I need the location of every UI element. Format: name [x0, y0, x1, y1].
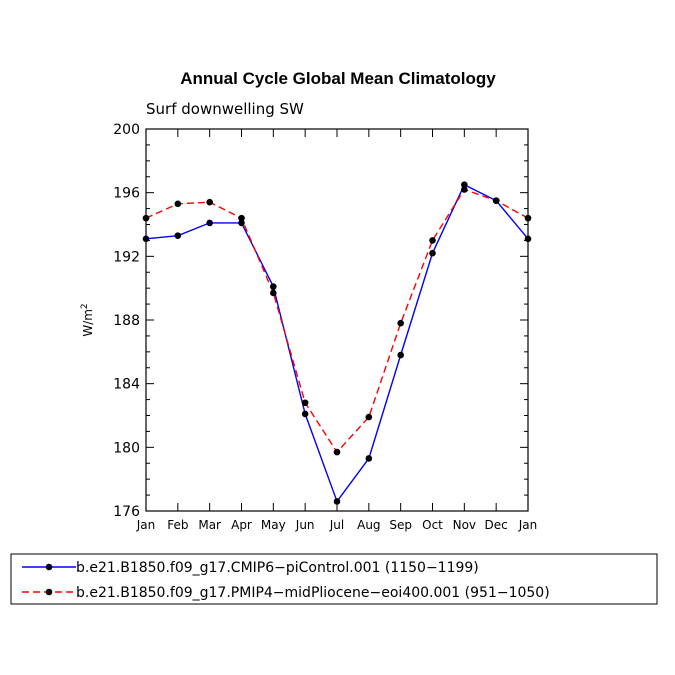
series-2-point [429, 237, 436, 244]
x-tick-label: Apr [231, 518, 252, 532]
chart-subtitle: Surf downwelling SW [146, 100, 304, 118]
x-tick-labels: Jan Feb Mar Apr May Jun Jul Aug Sep Oct Nov Dec Jan [136, 518, 538, 532]
y-axis-label-superscript: 2 [80, 303, 90, 309]
plot-frame [145, 128, 529, 512]
series-line-2 [145, 188, 529, 454]
series-2-point [270, 289, 277, 297]
series-1-point [365, 455, 373, 462]
y-axis-label-base: W/m [81, 309, 95, 337]
series-1-point [429, 249, 436, 257]
y-tick-label: 184 [113, 377, 140, 393]
x-tick-label: Jul [329, 518, 344, 532]
series-2-point [206, 198, 213, 206]
x-tick-label: Oct [422, 518, 443, 532]
series-1-point [270, 283, 277, 290]
y-tick-label: 200 [113, 122, 140, 138]
x-tick-label: Nov [453, 518, 476, 532]
series-2-point [492, 197, 500, 204]
series-2-point [238, 214, 245, 222]
chart-title: Annual Cycle Global Mean Climatology [180, 69, 496, 88]
y-tick-label: 180 [113, 440, 140, 456]
legend-marker-2 [45, 588, 53, 596]
legend: b.e21.B1850.f09_g17.CMIP6−piControl.001 … [10, 553, 658, 605]
series-1-point [301, 410, 309, 418]
x-tick-label: Jun [295, 518, 315, 532]
y-tick-label: 188 [113, 313, 140, 329]
y-axis-label: W/m2 [80, 303, 95, 336]
series-2-point [174, 200, 182, 208]
y-tick-label: 192 [113, 249, 140, 265]
series-layer [142, 181, 532, 505]
x-tick-label: Mar [198, 518, 221, 532]
series-1-point [461, 181, 468, 189]
series-2-point [461, 186, 468, 193]
series-2-point [365, 413, 373, 421]
series-1-point [238, 219, 245, 227]
legend-label-1: b.e21.B1850.f09_g17.CMIP6−piControl.001 … [76, 560, 479, 576]
x-tick-label: May [261, 518, 286, 532]
x-tick-label: Dec [485, 518, 508, 532]
y-tick-label: 196 [113, 186, 140, 202]
legend-marker-1 [45, 563, 53, 571]
x-tick-label: Sep [389, 518, 412, 532]
series-1-point [174, 232, 182, 239]
legend-box [10, 553, 658, 605]
x-tick-label: Aug [357, 518, 380, 532]
y-tick-label: 176 [113, 504, 140, 520]
legend-label-2: b.e21.B1850.f09_g17.PMIP4−midPliocene−eo… [76, 585, 550, 601]
series-2-point [301, 399, 309, 407]
series-2-point [333, 448, 341, 456]
y-tick-labels: 200 196 192 188 184 180 176 [113, 122, 140, 520]
series-1-point [397, 351, 404, 359]
x-tick-label: Jan [518, 518, 538, 532]
series-1-point [333, 498, 341, 505]
x-tick-label: Feb [167, 518, 188, 532]
series-1-point [206, 219, 213, 227]
series-2-point [397, 319, 404, 327]
x-tick-label: Jan [136, 518, 156, 532]
